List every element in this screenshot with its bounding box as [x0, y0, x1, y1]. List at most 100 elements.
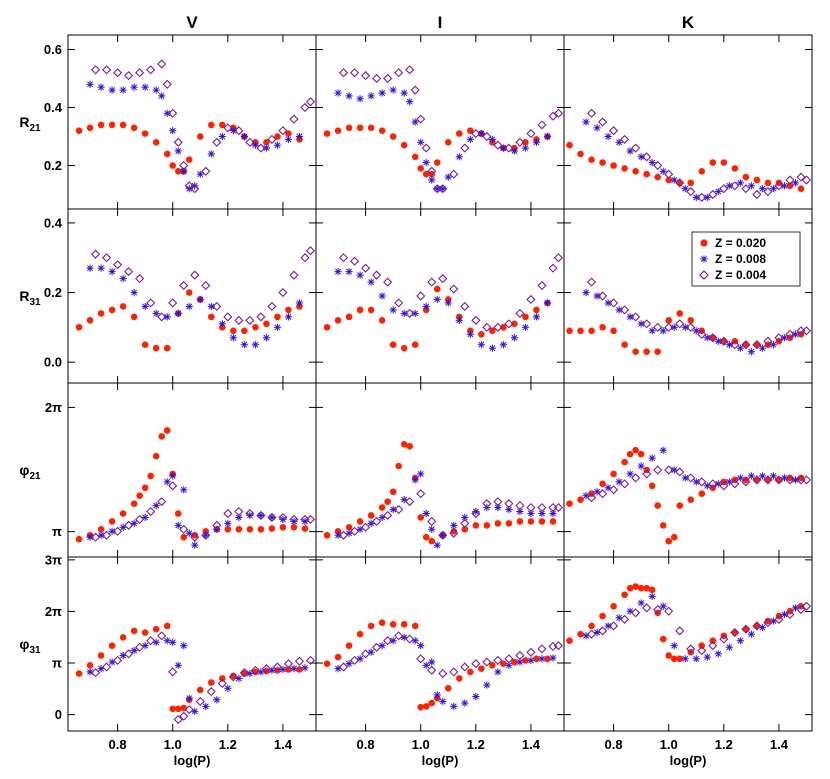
data-point	[637, 153, 645, 161]
data-point	[367, 92, 375, 100]
data-point	[510, 334, 518, 342]
data-point	[152, 638, 160, 646]
data-point	[285, 130, 292, 137]
data-point	[157, 59, 167, 69]
data-point	[86, 533, 94, 541]
data-point	[356, 518, 364, 525]
data-point	[124, 71, 134, 81]
data-point	[289, 114, 299, 124]
data-point	[621, 591, 628, 599]
data-point	[533, 655, 540, 663]
panel-frame	[315, 208, 565, 384]
data-point	[378, 292, 386, 300]
data-point	[158, 433, 165, 440]
data-point	[741, 477, 751, 487]
data-point	[294, 656, 305, 666]
data-point	[394, 504, 404, 515]
data-point	[256, 510, 266, 521]
data-point	[75, 127, 83, 134]
data-point	[736, 179, 744, 187]
data-point	[439, 185, 447, 193]
data-point	[389, 306, 397, 314]
data-point	[400, 440, 408, 448]
data-point	[174, 510, 182, 517]
data-point	[152, 86, 160, 94]
data-point	[411, 153, 419, 161]
panel-21-i	[315, 382, 565, 558]
data-point	[263, 320, 270, 328]
data-point	[515, 308, 525, 318]
data-point	[157, 497, 167, 507]
data-point	[421, 143, 431, 153]
data-point	[449, 169, 459, 179]
data-point	[774, 181, 784, 191]
data-point	[526, 294, 536, 305]
data-point	[405, 308, 415, 318]
data-point	[372, 73, 382, 84]
data-point	[174, 168, 182, 175]
data-point	[433, 285, 441, 293]
data-point	[428, 699, 436, 707]
data-point	[174, 309, 182, 317]
data-point	[626, 147, 634, 155]
data-point	[152, 139, 160, 146]
data-point	[664, 169, 674, 179]
data-point	[190, 270, 200, 280]
data-point	[256, 143, 266, 153]
data-point	[438, 668, 448, 679]
series-z-0-004	[90, 59, 316, 194]
data-point	[185, 694, 193, 702]
data-point	[168, 481, 178, 491]
data-point	[438, 274, 448, 284]
data-point	[207, 121, 215, 129]
data-point	[725, 643, 733, 651]
data-point	[300, 253, 310, 263]
data-point	[597, 626, 608, 636]
data-point	[675, 626, 685, 636]
data-point	[130, 519, 138, 527]
data-point	[261, 664, 271, 674]
data-point	[785, 609, 795, 620]
data-point	[146, 506, 156, 517]
data-point	[455, 316, 463, 324]
data-point	[478, 330, 485, 338]
data-point	[190, 184, 200, 194]
data-point	[305, 655, 316, 665]
data-point	[515, 137, 525, 147]
data-point	[686, 473, 696, 483]
panels-layer: V I K R21 0.2 0.4 0.6 R31 0.0 0.2 0.4 φ21 π 2π φ31 0 π 2π…	[19, 13, 813, 768]
data-point	[753, 622, 761, 630]
panel-frame	[67, 556, 317, 732]
data-point	[163, 344, 171, 352]
data-point	[202, 702, 210, 710]
panel-frame	[315, 34, 565, 210]
data-point	[730, 181, 740, 191]
data-point	[714, 650, 722, 658]
data-point	[422, 302, 430, 311]
data-point	[90, 249, 101, 259]
data-point	[428, 170, 436, 178]
data-point	[785, 175, 795, 185]
data-point	[499, 144, 507, 152]
data-point	[676, 502, 684, 509]
data-point	[588, 156, 595, 163]
data-point	[119, 275, 127, 283]
data-point	[202, 531, 210, 539]
data-point	[659, 522, 667, 529]
data-point	[632, 583, 639, 590]
data-point	[489, 662, 496, 669]
data-point	[411, 341, 419, 349]
data-point	[356, 95, 364, 103]
data-point	[670, 176, 678, 184]
data-point	[157, 312, 167, 322]
data-point	[449, 528, 459, 538]
data-point	[334, 653, 342, 661]
data-point	[786, 182, 794, 190]
data-point	[566, 327, 573, 335]
data-point	[218, 320, 226, 328]
data-point	[648, 327, 656, 335]
data-point	[163, 427, 171, 434]
data-point	[427, 166, 437, 176]
data-point	[444, 139, 452, 146]
data-point	[653, 160, 663, 171]
